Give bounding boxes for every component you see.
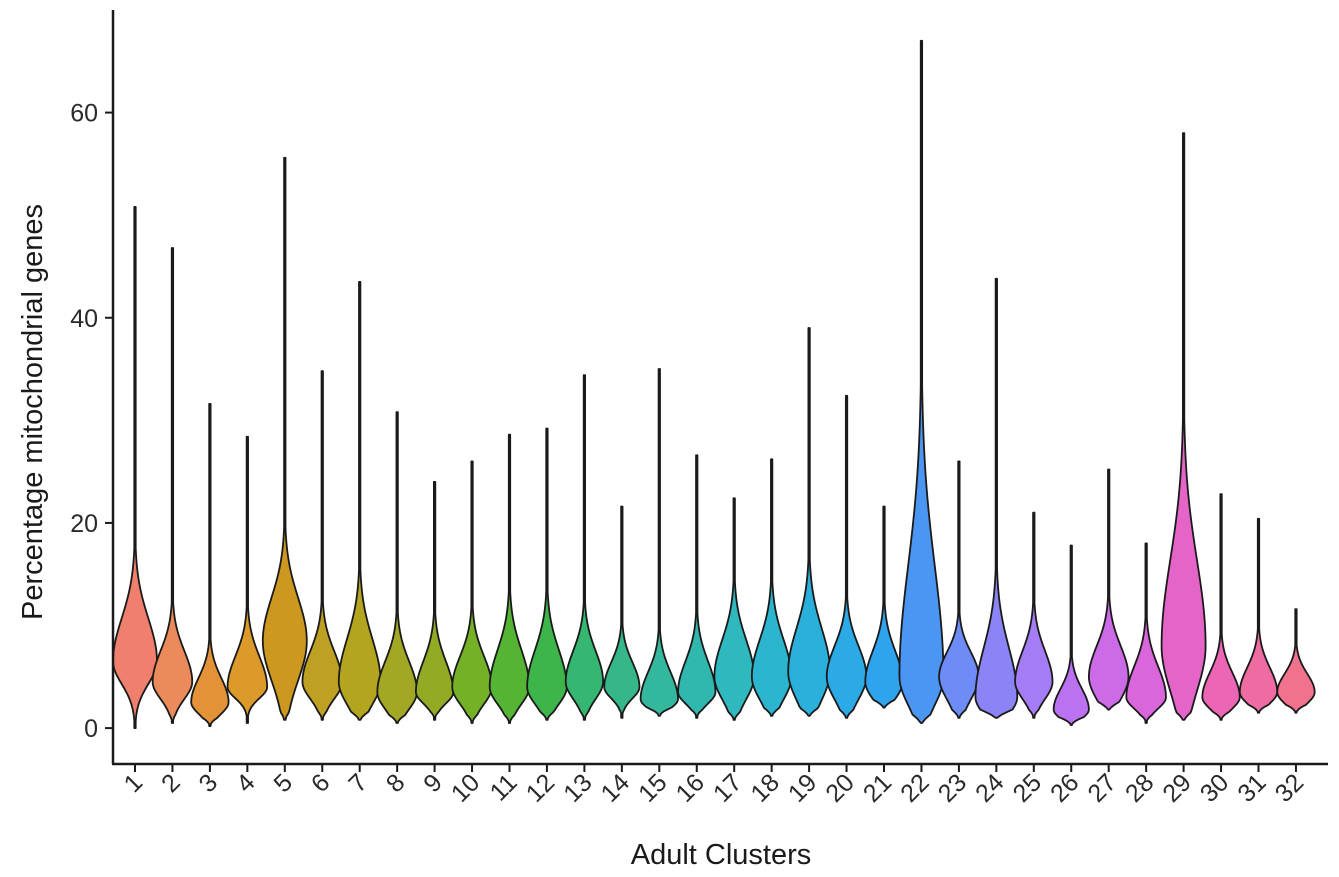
violin-cluster-3 (190, 403, 230, 727)
x-axis-ticks: 1 2 3 4 5 6 7 8 910 11121314151617181920212223242… (119, 764, 1309, 808)
violin-cluster-12 (526, 427, 568, 721)
violin-cluster-13 (564, 374, 604, 721)
violin-cluster-15 (639, 368, 679, 717)
violin-cluster-19 (787, 327, 831, 717)
x-tick-label: 2 (156, 768, 186, 798)
y-tick-label: 0 (84, 715, 98, 743)
y-axis-title: Percentage mitochondrial genes (17, 204, 49, 620)
x-tick-label: 32 (1270, 768, 1309, 807)
x-tick-label: 17 (708, 768, 747, 807)
x-tick-label: 22 (895, 768, 934, 807)
violin-cluster-10 (451, 460, 493, 724)
violin-cluster-20 (825, 394, 868, 719)
violin-cluster-27 (1088, 468, 1130, 711)
x-tick-label: 30 (1195, 768, 1234, 807)
violin-cluster-31 (1238, 517, 1279, 714)
violin-cluster-6 (301, 370, 343, 721)
violin-cluster-16 (677, 454, 717, 719)
x-tick-label: 25 (1008, 768, 1047, 807)
y-tick-label: 40 (70, 305, 98, 333)
violin-cluster-14 (603, 505, 641, 719)
violin-cluster-1 (112, 206, 158, 729)
violin-cluster-30 (1201, 493, 1241, 721)
violin-cluster-23 (938, 460, 980, 719)
x-tick-label: 11 (485, 768, 523, 806)
violin-cluster-5 (261, 156, 308, 721)
x-tick-label: 14 (596, 768, 636, 808)
violin-cluster-2 (151, 247, 194, 724)
x-tick-label: 24 (970, 768, 1010, 808)
y-tick-label: 20 (70, 510, 98, 538)
x-tick-label: 28 (1120, 768, 1159, 807)
x-tick-label: 16 (671, 768, 710, 807)
x-tick-label: 18 (745, 768, 784, 807)
violin-cluster-18 (750, 458, 793, 717)
violin-cluster-22 (898, 39, 945, 724)
x-tick-label: 7 (343, 768, 373, 798)
x-tick-label: 15 (633, 768, 672, 807)
x-axis-title: Adult Clusters (631, 839, 812, 871)
x-tick-label: 23 (933, 768, 972, 807)
x-tick-label: 29 (1157, 768, 1196, 807)
x-tick-label: 20 (820, 768, 859, 807)
x-tick-label: 1 (119, 768, 149, 798)
violin-cluster-7 (337, 280, 382, 721)
x-tick-label: 12 (521, 768, 560, 807)
x-tick-label: 9 (418, 768, 448, 798)
y-axis-ticks: 0 20 40 60 (70, 100, 113, 743)
x-tick-label: 21 (858, 768, 897, 807)
x-tick-label: 5 (268, 768, 298, 798)
violin-cluster-29 (1160, 132, 1207, 721)
x-tick-label: 31 (1232, 768, 1271, 807)
violin-cluster-8 (376, 411, 418, 724)
violin-cluster-28 (1125, 542, 1167, 724)
violin-cluster-17 (713, 497, 755, 721)
violin-cluster-25 (1014, 511, 1054, 719)
x-tick-label: 6 (306, 768, 336, 798)
violin-cluster-32 (1276, 608, 1316, 714)
x-tick-label: 3 (194, 768, 224, 798)
violin-cluster-9 (415, 480, 455, 721)
violin-cluster-11 (488, 433, 531, 724)
violin-layer (112, 39, 1316, 729)
x-tick-label: 26 (1045, 768, 1084, 807)
x-tick-label: 27 (1082, 768, 1121, 807)
x-tick-label: 4 (231, 768, 261, 798)
y-tick-label: 60 (70, 100, 98, 128)
x-tick-label: 8 (381, 768, 411, 798)
x-tick-label: 10 (446, 768, 485, 807)
x-tick-label: 13 (558, 768, 597, 807)
violin-cluster-26 (1052, 544, 1090, 726)
violin-cluster-4 (226, 435, 269, 724)
violin-cluster-24 (974, 277, 1019, 719)
x-tick-label: 19 (783, 768, 822, 807)
violin-cluster-21 (864, 505, 904, 709)
